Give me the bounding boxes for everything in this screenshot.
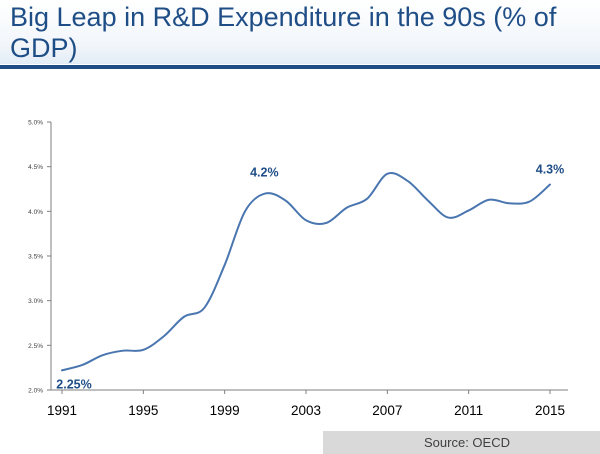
data-point [61, 369, 63, 371]
x-tick-label: 1995 [128, 403, 158, 418]
title-underline [0, 65, 600, 69]
data-point [101, 354, 103, 356]
data-point [183, 316, 185, 318]
data-point [508, 202, 510, 204]
y-tick-label: 2.0% [28, 388, 43, 395]
data-point [284, 199, 286, 201]
data-point [366, 198, 368, 200]
data-point [488, 199, 490, 201]
data-label: 2.25% [56, 377, 91, 391]
data-label: 4.2% [250, 165, 279, 179]
y-tick-label: 2.5% [28, 343, 43, 350]
data-point [162, 335, 164, 337]
data-point [325, 222, 327, 224]
x-tick-label: 2011 [454, 403, 483, 418]
y-tick-label: 4.0% [28, 209, 43, 216]
data-label: 4.3% [536, 163, 565, 177]
title-band [0, 0, 600, 64]
data-point [305, 219, 307, 221]
data-point [345, 207, 347, 209]
y-tick-label: 5.0% [28, 120, 43, 127]
data-point [264, 192, 266, 194]
y-tick-label: 3.5% [28, 254, 43, 261]
series-line [61, 172, 551, 372]
y-tick-label: 3.0% [28, 298, 43, 305]
data-point [467, 209, 469, 211]
data-point [406, 180, 408, 182]
data-point [223, 264, 225, 266]
source-label: Source: OECD [424, 435, 510, 450]
x-tick-label: 1991 [47, 403, 77, 418]
data-point [122, 349, 124, 351]
data-point [528, 200, 530, 202]
x-tick-label: 2003 [291, 403, 321, 418]
x-tick-label: 2015 [535, 403, 565, 418]
data-point [81, 364, 83, 366]
y-tick-label: 4.5% [28, 164, 43, 171]
data-point [203, 307, 205, 309]
data-point [427, 199, 429, 201]
data-point [549, 183, 551, 185]
data-point [244, 210, 246, 212]
data-point [447, 216, 449, 218]
x-tick-label: 2007 [372, 403, 402, 418]
data-point [142, 349, 144, 351]
data-point [386, 173, 388, 175]
source-box: Source: OECD [323, 431, 600, 454]
x-tick-label: 1999 [210, 403, 240, 418]
slide-title: Big Leap in R&D Expenditure in the 90s (… [10, 2, 557, 63]
